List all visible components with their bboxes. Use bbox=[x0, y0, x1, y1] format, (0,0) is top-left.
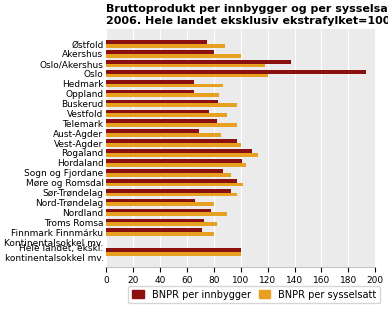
Bar bbox=[106, 143, 241, 147]
Bar bbox=[106, 70, 366, 74]
Bar bbox=[106, 189, 231, 193]
Bar bbox=[106, 193, 237, 196]
Bar bbox=[106, 90, 194, 93]
Bar bbox=[106, 129, 199, 133]
Bar bbox=[106, 252, 241, 256]
Bar bbox=[106, 133, 221, 137]
Bar bbox=[106, 149, 251, 153]
Bar bbox=[106, 120, 217, 123]
Bar bbox=[106, 183, 244, 187]
Bar bbox=[106, 44, 225, 48]
Bar bbox=[106, 54, 241, 57]
Bar bbox=[106, 40, 207, 44]
Bar bbox=[106, 248, 241, 252]
Bar bbox=[106, 169, 223, 173]
Bar bbox=[106, 110, 208, 113]
Bar bbox=[106, 84, 223, 87]
Bar bbox=[106, 153, 258, 157]
Bar bbox=[106, 80, 194, 84]
Bar bbox=[106, 93, 219, 97]
Bar bbox=[106, 113, 227, 117]
Bar bbox=[106, 232, 214, 236]
Bar bbox=[106, 199, 195, 203]
Bar bbox=[106, 64, 265, 67]
Bar bbox=[106, 100, 218, 103]
Bar bbox=[106, 228, 202, 232]
Bar bbox=[106, 163, 246, 167]
Bar bbox=[106, 50, 214, 54]
Text: Bruttoprodukt per innbygger og per sysselsatt, etter fylke.
2006. Hele landet ek: Bruttoprodukt per innbygger og per sysse… bbox=[106, 4, 388, 26]
Bar bbox=[106, 218, 204, 222]
Bar bbox=[106, 60, 291, 64]
Bar bbox=[106, 123, 237, 127]
Bar bbox=[106, 208, 211, 212]
Bar bbox=[106, 159, 242, 163]
Bar bbox=[106, 212, 227, 216]
Bar bbox=[106, 74, 268, 77]
Bar bbox=[106, 103, 237, 107]
Bar bbox=[106, 179, 237, 183]
Bar bbox=[106, 203, 214, 206]
Bar bbox=[106, 139, 237, 143]
Bar bbox=[106, 222, 217, 226]
Bar bbox=[106, 173, 231, 177]
Legend: BNPR per innbygger, BNPR per sysselsatt: BNPR per innbygger, BNPR per sysselsatt bbox=[128, 286, 380, 303]
